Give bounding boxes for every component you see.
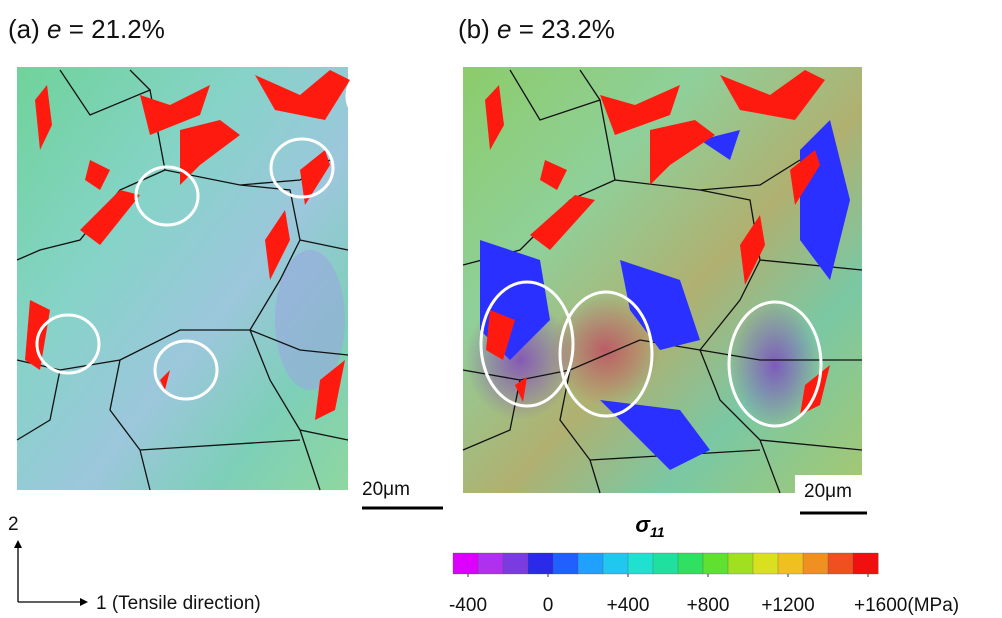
color-swatch — [528, 553, 553, 574]
colorbar-tick-label: +800 — [687, 595, 730, 616]
arrow-head — [14, 540, 22, 548]
color-swatch — [728, 553, 753, 574]
arrow-head — [80, 598, 88, 606]
scale-bar-label: 20μm — [362, 479, 410, 500]
color-swatch — [803, 553, 828, 574]
colorbar-tick-label: +1600(MPa) — [854, 595, 959, 616]
color-swatch — [703, 553, 728, 574]
panel-label: (b) e = 23.2% — [458, 14, 615, 44]
color-swatch — [478, 553, 503, 574]
axis-label: 2 — [8, 514, 19, 535]
color-swatch — [553, 553, 578, 574]
colorbar-tick-label: +400 — [607, 595, 650, 616]
axis-label: 1 (Tensile direction) — [96, 593, 261, 614]
color-swatch — [578, 553, 603, 574]
micrograph-a — [17, 67, 409, 490]
color-swatch — [753, 553, 778, 574]
color-swatch — [828, 553, 853, 574]
panel-label: (a) e = 21.2% — [8, 14, 165, 44]
micrograph-b — [463, 67, 862, 493]
color-swatch — [628, 553, 653, 574]
colorbar: -400 0 +400 +800 +1200 +1600(MPa) — [449, 553, 959, 616]
colorbar-title: σ11 — [635, 512, 664, 540]
color-swatch — [653, 553, 678, 574]
color-swatch — [453, 553, 478, 574]
figure: (a) e = 21.2% (b) e = 23.2% 20μm 20μm 2 … — [0, 0, 1002, 618]
scale-bar-label: 20μm — [804, 481, 852, 502]
colorbar-tick-label: 0 — [543, 595, 554, 616]
color-swatch — [603, 553, 628, 574]
color-swatch — [678, 553, 703, 574]
color-swatch — [778, 553, 803, 574]
colorbar-tick-label: -400 — [449, 595, 487, 616]
color-swatch — [503, 553, 528, 574]
color-swatch — [853, 553, 878, 574]
colorbar-tick-label: +1200 — [761, 595, 814, 616]
